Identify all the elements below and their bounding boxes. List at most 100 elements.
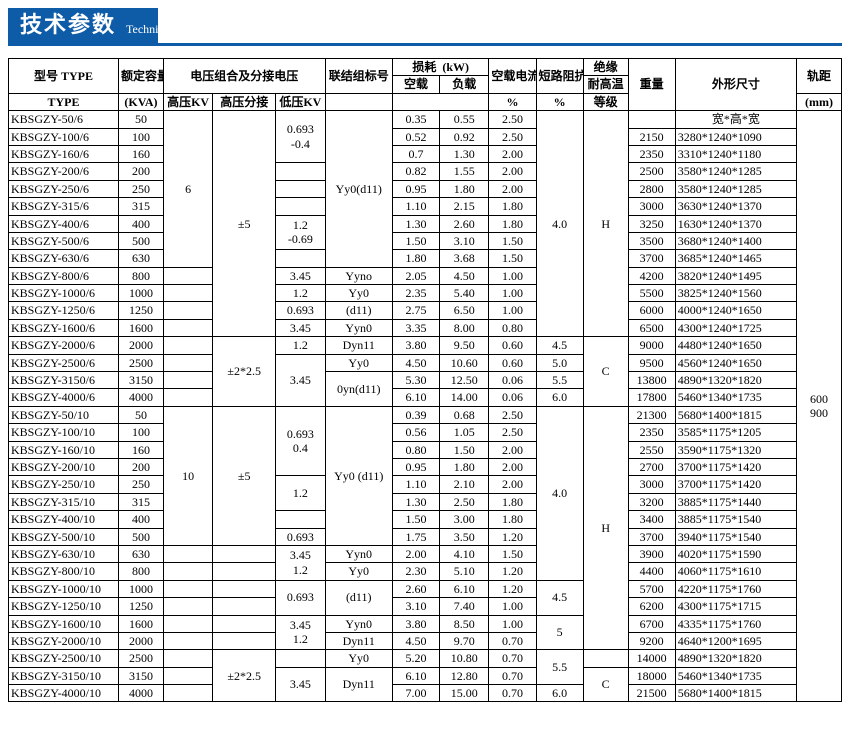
cell-lv: 3.45 1.2 <box>276 615 325 650</box>
th-lv: 低压KV <box>276 93 325 110</box>
cell-i0: 2.50 <box>489 406 536 423</box>
cell-weight: 3700 <box>628 250 675 267</box>
cell-fullload: 5.40 <box>440 285 489 302</box>
cell-type: KBSGZY-2500/10 <box>9 650 119 667</box>
cell-noload: 2.75 <box>392 302 439 319</box>
cell-tap <box>213 563 276 580</box>
cell-kva: 400 <box>119 511 164 528</box>
table-row: KBSGZY-3150/631500yn(d11)5.3012.500.065.… <box>9 372 842 389</box>
cell-kva: 2000 <box>119 337 164 354</box>
cell-type: KBSGZY-1000/6 <box>9 285 119 302</box>
table-row: KBSGZY-4000/1040007.0015.000.706.0215005… <box>9 685 842 702</box>
cell-weight: 17800 <box>628 389 675 406</box>
cell-tap <box>213 580 276 597</box>
cell-dim: 3590*1175*1320 <box>675 441 796 458</box>
cell-kva: 1250 <box>119 302 164 319</box>
cell-weight: 6200 <box>628 598 675 615</box>
table-row: KBSGZY-800/68003.45Yyno2.054.501.0042003… <box>9 267 842 284</box>
cell-i0: 1.80 <box>489 511 536 528</box>
cell-fullload: 10.60 <box>440 354 489 371</box>
cell-noload: 1.10 <box>392 198 439 215</box>
cell-type: KBSGZY-315/6 <box>9 198 119 215</box>
cell-i0: 0.60 <box>489 337 536 354</box>
cell-noload: 1.30 <box>392 215 439 232</box>
table-row: KBSGZY-160/101600.801.502.0025503590*117… <box>9 441 842 458</box>
th-fullload: 负载 <box>440 76 489 93</box>
cell-i0: 1.20 <box>489 528 536 545</box>
cell-noload: 0.82 <box>392 163 439 180</box>
cell-ins: H <box>583 111 628 337</box>
th-rail: 轨距 <box>796 59 841 94</box>
cell-dim: 3700*1175*1420 <box>675 458 796 475</box>
cell-fullload: 8.50 <box>440 615 489 632</box>
table-row: KBSGZY-2500/625003.45Yy04.5010.600.605.0… <box>9 354 842 371</box>
table-wrap: 型号 TYPE 额定容量 电压组合及分接电压 联结组标号 损耗 (kW) 空载电… <box>0 54 850 714</box>
cell-hv <box>163 372 212 389</box>
th-ins-grade: 等级 <box>583 93 628 110</box>
cell-dim: 5680*1400*1815 <box>675 406 796 423</box>
cell-dim: 3885*1175*1440 <box>675 493 796 510</box>
th-conn-blank <box>325 93 392 110</box>
cell-dim: 3310*1240*1180 <box>675 145 796 162</box>
cell-kva: 1600 <box>119 319 164 336</box>
table-row: KBSGZY-1600/1016003.45 1.2Yyn03.808.501.… <box>9 615 842 632</box>
cell-dim: 3940*1175*1540 <box>675 528 796 545</box>
cell-conn: Yy0 <box>325 650 392 667</box>
cell-hv <box>163 319 212 336</box>
cell-lv: 1.2 <box>276 337 325 354</box>
cell-weight: 5700 <box>628 580 675 597</box>
cell-noload: 3.80 <box>392 337 439 354</box>
cell-i0: 2.50 <box>489 128 536 145</box>
cell-kva: 4000 <box>119 389 164 406</box>
cell-type: KBSGZY-50/6 <box>9 111 119 128</box>
cell-kva: 630 <box>119 545 164 562</box>
cell-conn: Yyn0 <box>325 319 392 336</box>
table-row: KBSGZY-250/102501.21.102.102.0030003700*… <box>9 476 842 493</box>
cell-weight: 9200 <box>628 632 675 649</box>
th-i0: 空载电流 <box>489 59 536 94</box>
cell-i0: 1.00 <box>489 285 536 302</box>
table-row: KBSGZY-250/62500.951.802.0028003580*1240… <box>9 180 842 197</box>
cell-i0: 1.80 <box>489 198 536 215</box>
cell-hv <box>163 685 212 702</box>
cell-i0: 2.00 <box>489 458 536 475</box>
th-weight: 重量 <box>628 59 675 111</box>
cell-type: KBSGZY-1600/6 <box>9 319 119 336</box>
table-row: KBSGZY-50/105010±50.693 0.4Yy0 (d11)0.39… <box>9 406 842 423</box>
cell-noload: 2.30 <box>392 563 439 580</box>
cell-noload: 1.75 <box>392 528 439 545</box>
cell-type: KBSGZY-630/6 <box>9 250 119 267</box>
cell-weight: 2800 <box>628 180 675 197</box>
cell-hv <box>163 545 212 562</box>
cell-i0: 2.00 <box>489 145 536 162</box>
cell-dim: 4220*1175*1760 <box>675 580 796 597</box>
cell-hv <box>163 580 212 597</box>
th-volt-group: 电压组合及分接电压 <box>163 59 325 94</box>
cell-i0: 0.60 <box>489 354 536 371</box>
cell-conn: Dyn11 <box>325 337 392 354</box>
cell-z: 4.0 <box>536 406 583 580</box>
cell-kva: 1250 <box>119 598 164 615</box>
cell-noload: 2.00 <box>392 545 439 562</box>
table-row: KBSGZY-100/101000.561.052.5023503585*117… <box>9 424 842 441</box>
cell-z: 4.0 <box>536 111 583 337</box>
cell-hv <box>163 354 212 371</box>
cell-tap <box>213 615 276 632</box>
cell-z: 5.5 <box>536 650 583 685</box>
cell-rail: 600 900 <box>796 111 841 702</box>
cell-lv: 1.2 <box>276 476 325 511</box>
cell-dim: 5460*1340*1735 <box>675 667 796 684</box>
th-type-en: TYPE <box>9 93 119 110</box>
cell-type: KBSGZY-100/10 <box>9 424 119 441</box>
cell-z: 4.5 <box>536 580 583 615</box>
cell-fullload: 1.55 <box>440 163 489 180</box>
cell-dim: 3685*1240*1465 <box>675 250 796 267</box>
cell-z: 4.5 <box>536 337 583 354</box>
th-type-cn: 型号 TYPE <box>9 59 119 94</box>
cell-hv <box>163 615 212 632</box>
cell-type: KBSGZY-200/10 <box>9 458 119 475</box>
cell-kva: 500 <box>119 528 164 545</box>
cell-lv: 0.693 0.4 <box>276 406 325 476</box>
cell-type: KBSGZY-2000/10 <box>9 632 119 649</box>
th-kva-en: (KVA) <box>119 93 164 110</box>
